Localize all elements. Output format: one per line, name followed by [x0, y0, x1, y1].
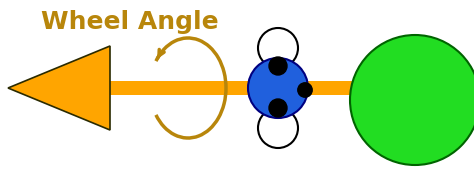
Circle shape	[269, 57, 287, 75]
Circle shape	[350, 35, 474, 165]
Circle shape	[298, 83, 312, 97]
Circle shape	[258, 28, 298, 68]
Text: Wheel Angle: Wheel Angle	[41, 10, 219, 34]
Circle shape	[258, 108, 298, 148]
Circle shape	[248, 58, 308, 118]
Polygon shape	[8, 46, 110, 130]
Bar	[30, 81, 390, 95]
Circle shape	[269, 99, 287, 117]
